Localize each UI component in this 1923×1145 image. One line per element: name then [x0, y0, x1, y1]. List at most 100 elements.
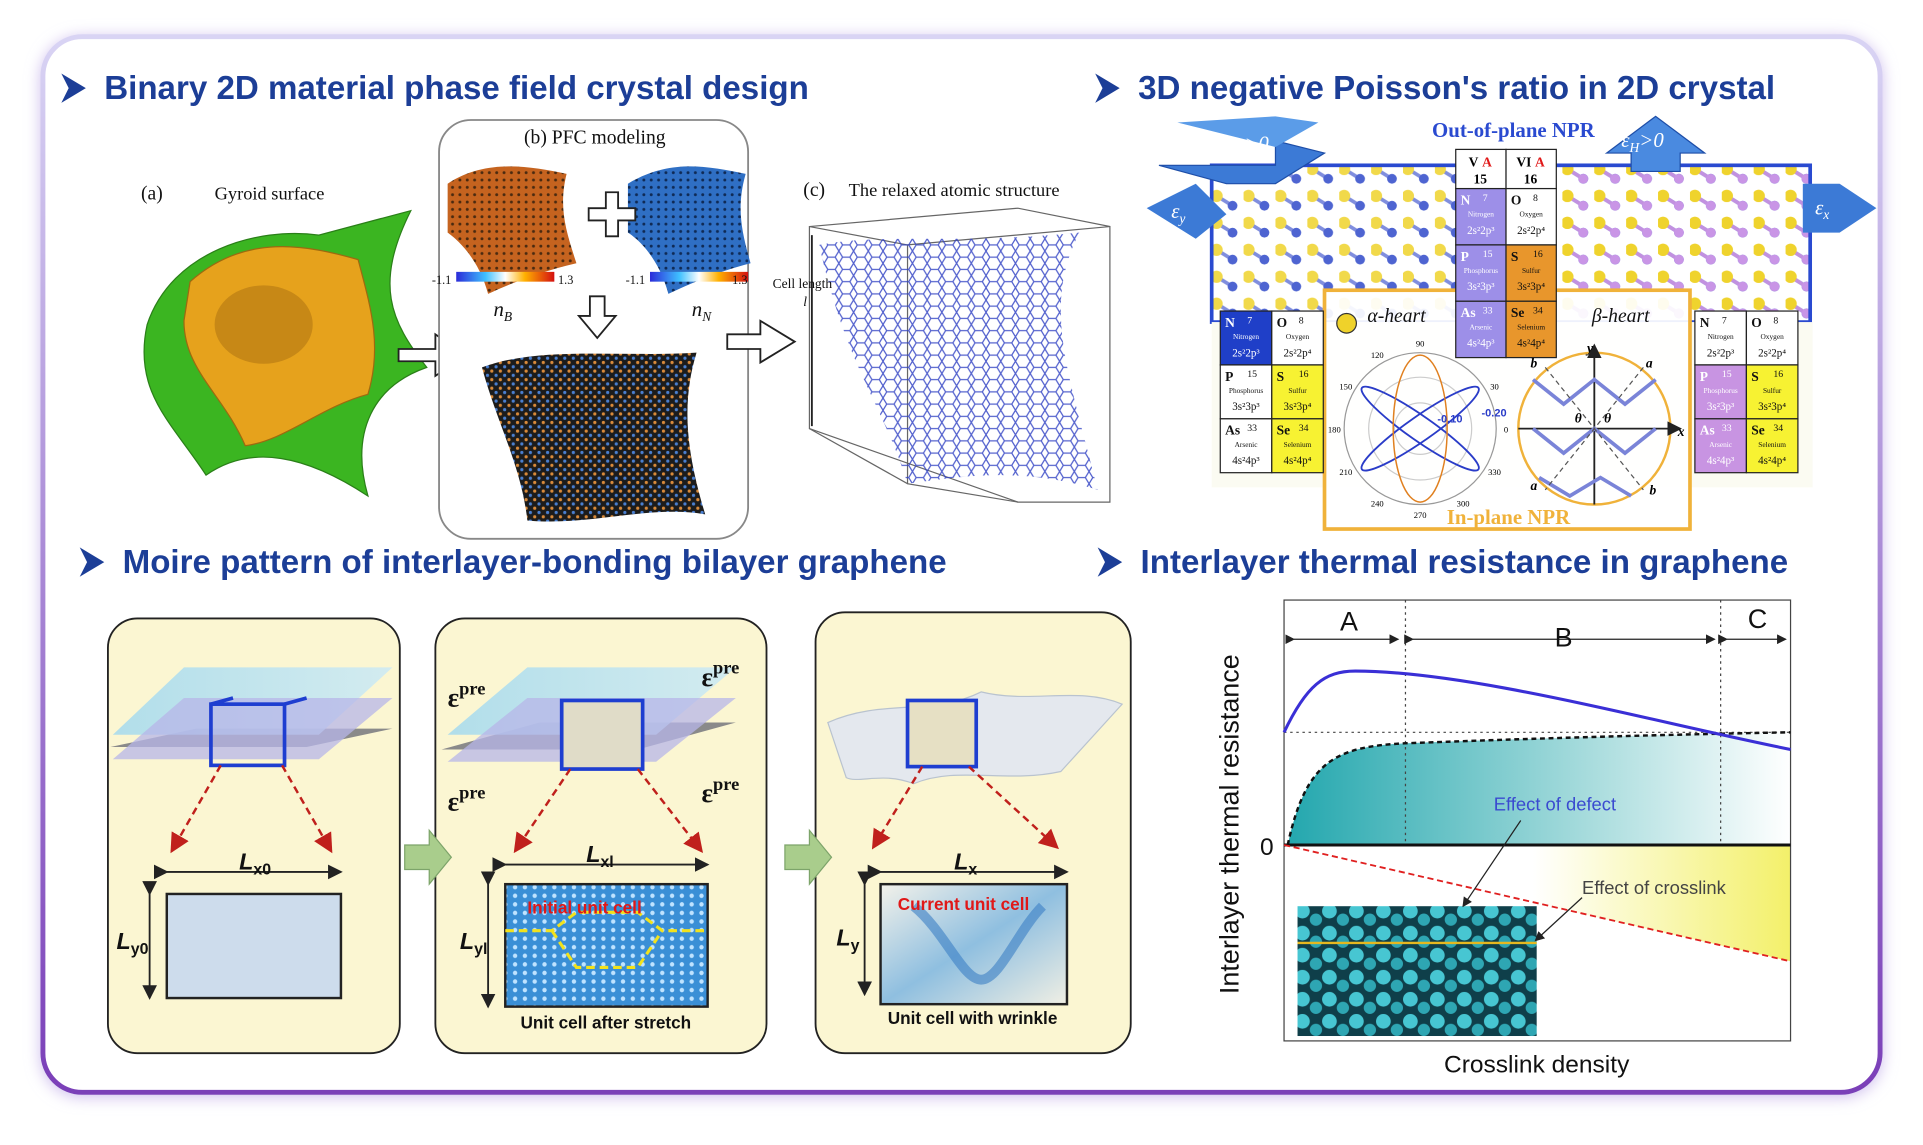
thermal-panel-shape	[1297, 906, 1537, 1037]
symbol: L	[836, 924, 850, 950]
element-symbol: O	[1751, 315, 1761, 330]
polar-plot-shape	[1360, 385, 1480, 472]
subscript: B	[504, 309, 512, 324]
element-symbol: As	[1461, 305, 1476, 320]
symbol: L	[460, 928, 474, 954]
element-name: Phosphorus	[1464, 266, 1498, 275]
colorbar-symbol: nB	[493, 297, 512, 324]
atomic-number: 34	[1533, 306, 1543, 317]
element-name: Selenium	[1758, 440, 1786, 449]
symbol: L	[117, 928, 131, 954]
element-cell: As 33 Arsenic 4s²4p³	[1694, 418, 1748, 474]
polar-angle: 270	[1414, 510, 1427, 520]
subscript: x	[968, 861, 977, 878]
element-symbol: O	[1277, 315, 1287, 330]
subscript: N	[701, 309, 712, 324]
lattice-label: a	[1531, 478, 1538, 493]
group-roman: V	[1469, 155, 1479, 170]
subscript: y	[851, 937, 860, 954]
atomic-number: 16	[1773, 369, 1783, 380]
headings-shape	[1095, 73, 1120, 103]
element-name: Phosphorus	[1229, 386, 1263, 395]
relation: >0	[1639, 128, 1664, 152]
electron-config: 3s²3p³	[1232, 401, 1260, 413]
element-name: Oxygen	[1761, 332, 1785, 341]
element-cell: Se 34 Selenium 4s²4p⁴	[1505, 300, 1557, 359]
npr-panel-shape	[1604, 115, 1707, 173]
atomic-number: 7	[1722, 315, 1727, 326]
electron-config: 3s²3p⁴	[1517, 281, 1545, 293]
lattice-shape	[1544, 366, 1644, 491]
label: β-heart	[1591, 306, 1650, 327]
electron-config: 2s²2p⁴	[1758, 347, 1786, 359]
pfc-panel-shape	[214, 285, 313, 364]
element-cell: P 15 Phosphorus 3s²3p³	[1694, 364, 1748, 420]
moire-panel-shape	[513, 768, 572, 854]
group-number: 15	[1474, 172, 1488, 187]
lattice-label: y	[1585, 341, 1594, 356]
thermal-panel: A B C 0 Effect of defect Effect of cross…	[1215, 599, 1792, 1079]
moire-panel-shape: Lx0 Ly0 Lxl Lyl Lx Ly	[117, 841, 978, 958]
polar-plot: 9060300330300270240210180150120	[1328, 339, 1508, 520]
moire-panel-shape	[504, 882, 709, 1008]
dimension: Lxl	[586, 841, 614, 871]
inner-label: Current unit cell	[898, 894, 1030, 914]
element-cell: S 16 Sulfur 3s²3p⁴	[1745, 364, 1799, 420]
strain-label: εy	[1171, 199, 1185, 226]
electron-config: 2s²2p³	[1707, 347, 1735, 359]
element-name: Nitrogen	[1708, 332, 1734, 341]
element-name: Nitrogen	[1468, 210, 1494, 219]
atomic-number: 8	[1299, 315, 1304, 326]
moire-panel-shape	[784, 828, 833, 886]
pfc-panel: (a) Gyroid surface (b) PFC modeling -1.1…	[141, 119, 1111, 540]
element-cell: As 33 Arsenic 4s²4p³	[1455, 300, 1507, 359]
element-name: Arsenic	[1235, 440, 1259, 449]
moire-panel-shape: εpre εpre εpre εpre	[448, 658, 740, 817]
electron-config: 2s²2p³	[1467, 225, 1495, 237]
moire-panel-shape	[879, 882, 1069, 1006]
pfc-panel-shape	[627, 166, 751, 294]
heading: Moire pattern of interlayer-bonding bila…	[123, 544, 947, 581]
symbol: n	[692, 297, 702, 321]
symbol: L	[239, 848, 253, 874]
element-symbol: P	[1225, 369, 1233, 384]
colorbar-max: 1.3	[558, 273, 573, 287]
label: Cell length	[773, 276, 833, 291]
polar-angle: 330	[1488, 467, 1501, 477]
colorbar-min: -1.1	[432, 273, 451, 287]
pfc-panel-shape	[456, 271, 555, 282]
element-symbol: S	[1277, 369, 1285, 384]
npr-panel-shape	[1177, 116, 1319, 147]
polar-plot-shape	[1392, 354, 1448, 503]
atomic-number: 8	[1773, 315, 1778, 326]
symbol: ε	[1621, 128, 1630, 152]
element-symbol: As	[1225, 423, 1240, 438]
label: α-heart	[1367, 306, 1426, 327]
y-axis-label: Interlayer thermal resistance	[1215, 654, 1245, 994]
heading: Binary 2D material phase field crystal d…	[104, 70, 809, 107]
npr-panel-shape	[1158, 140, 1327, 185]
colorbar-min: -1.1	[626, 273, 645, 287]
subscript: yl	[474, 941, 487, 958]
polar-angle: 210	[1339, 467, 1352, 477]
polar-angle: 90	[1416, 339, 1425, 349]
superscript: pre	[713, 774, 739, 794]
element-name: Arsenic	[1709, 440, 1733, 449]
element-cell: Se 34 Selenium 4s²4p⁴	[1271, 418, 1324, 474]
symbol: ε	[448, 683, 460, 713]
atomic-number: 15	[1722, 369, 1732, 380]
element-name: Sulfur	[1763, 386, 1782, 395]
element-symbol: Se	[1277, 423, 1291, 438]
electron-config: 4s²4p⁴	[1284, 455, 1312, 467]
dimension: Lx	[954, 848, 977, 878]
group-mark: A	[1482, 155, 1492, 170]
pfc-panel-shape	[649, 271, 749, 282]
element-name: Sulfur	[1288, 386, 1307, 395]
element-cell: N 7 Nitrogen 2s²2p³	[1694, 310, 1748, 366]
cell-box	[1505, 187, 1557, 246]
lattice: b a y x θ θ a b	[1517, 341, 1685, 506]
thermal-panel-shape: A B C 0	[1260, 604, 1767, 861]
x-axis-label: Crosslink density	[1444, 1052, 1630, 1079]
atomic-number: 34	[1773, 423, 1783, 434]
